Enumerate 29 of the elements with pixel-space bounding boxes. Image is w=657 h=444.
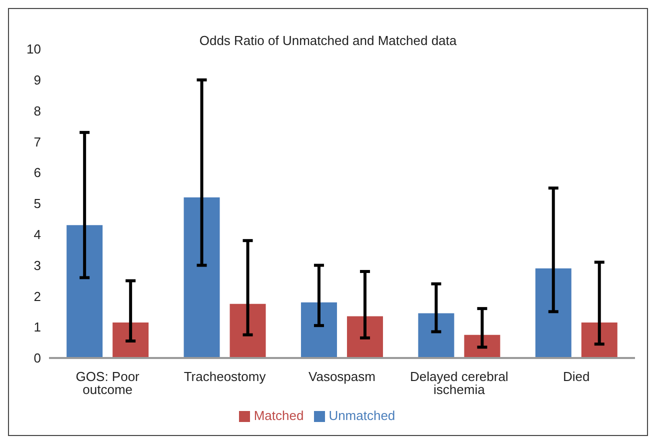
bar [230, 304, 266, 358]
y-tick-label: 6 [34, 165, 41, 180]
x-tick-label: Delayed cerebral ischemia [410, 369, 508, 398]
legend-label: Matched [254, 408, 304, 423]
x-tick-label: Tracheostomy [184, 369, 266, 384]
x-tick-label: Vasospasm [308, 369, 376, 384]
bar [112, 322, 149, 358]
y-tick-label: 1 [34, 320, 41, 335]
bar [418, 313, 454, 358]
y-tick-label: 5 [34, 196, 41, 212]
bar [464, 334, 500, 358]
y-tick-label: 10 [26, 42, 41, 57]
y-tick-label: 3 [34, 258, 41, 273]
x-tick-label: Died [563, 369, 590, 384]
bar [581, 322, 618, 358]
y-tick-label: 8 [34, 103, 41, 118]
bar [66, 225, 103, 358]
chart-title: Odds Ratio of Unmatched and Matched data [199, 33, 457, 48]
legend-label: Unmatched [328, 408, 396, 423]
y-tick-label: 4 [34, 227, 41, 242]
x-tick-label: GOS: Poor outcome [76, 369, 140, 398]
y-tick-label: 7 [34, 134, 41, 150]
bar [346, 316, 383, 358]
bar [300, 302, 337, 358]
y-tick-label: 9 [34, 72, 41, 88]
bar [184, 197, 220, 358]
y-tick-label: 2 [34, 288, 41, 304]
bar [535, 268, 572, 358]
y-tick-label: 0 [34, 350, 41, 366]
